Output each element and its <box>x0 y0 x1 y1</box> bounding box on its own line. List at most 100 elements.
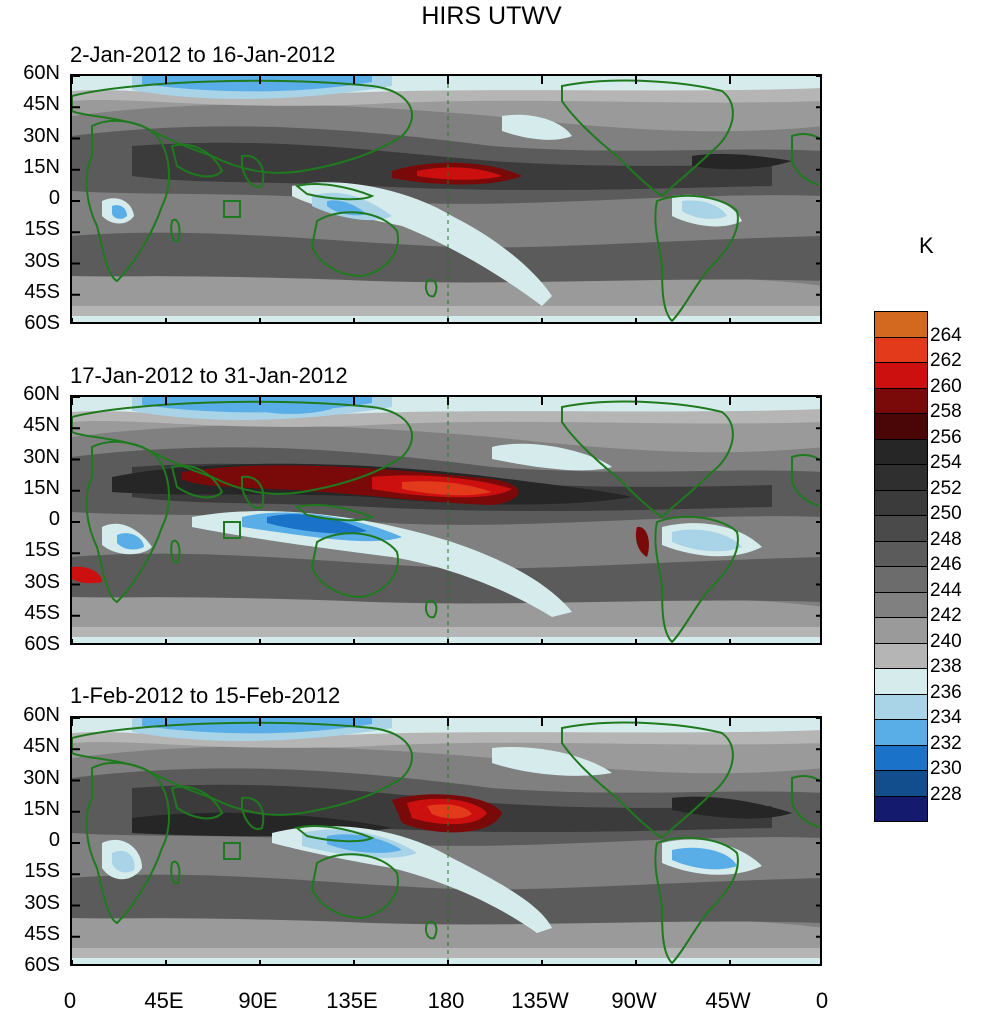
colorbar-label: 254 <box>930 452 962 473</box>
coastline <box>170 539 181 564</box>
lat-label: 45S <box>24 280 60 303</box>
colorbar-swatch <box>874 744 928 771</box>
contour-region <box>417 167 502 180</box>
contour-region <box>142 718 372 734</box>
coastline <box>170 143 224 178</box>
lat-label: 0 <box>48 508 60 530</box>
coastline <box>424 599 438 619</box>
coastline <box>170 785 224 820</box>
colorbar-label: 240 <box>930 630 962 652</box>
coastline <box>654 194 739 322</box>
colorbar-swatch <box>874 464 928 491</box>
contour-region <box>682 200 727 219</box>
colorbar-swatch <box>874 311 928 338</box>
coastline <box>170 860 181 885</box>
colorbar-label: 234 <box>930 707 962 728</box>
coastline <box>791 454 820 508</box>
panel-3-title: 1-Feb-2012 to 15-Feb-2012 <box>70 683 341 708</box>
lon-label: 90E <box>238 988 278 1013</box>
colorbar-swatch <box>874 770 928 797</box>
coastline <box>561 400 734 519</box>
panel-2-title: 17-Jan-2012 to 31-Jan-2012 <box>70 363 348 388</box>
colorbar-swatch <box>874 617 928 644</box>
lon-label: 135E <box>326 988 378 1013</box>
coastline <box>223 200 241 218</box>
coastline <box>72 79 413 174</box>
contour-region <box>327 834 402 853</box>
coastline <box>241 796 265 830</box>
coastline <box>654 836 739 964</box>
lat-label: 30S <box>24 249 60 272</box>
colorbar-swatch <box>874 642 928 669</box>
lat-label: 30S <box>24 570 60 593</box>
coastline <box>85 440 170 604</box>
colorbar-label: 256 <box>930 426 962 448</box>
colorbar-unit: K <box>919 233 934 258</box>
contour-region <box>492 747 612 776</box>
coastline <box>294 825 375 843</box>
coastline <box>424 278 438 298</box>
colorbar-label: 244 <box>930 579 962 601</box>
colorbar-label: 230 <box>930 758 962 779</box>
coastline <box>310 211 399 278</box>
contour-region <box>112 205 127 219</box>
contour-region <box>635 526 649 557</box>
colorbar-label: 228 <box>930 783 962 805</box>
contour-region <box>402 481 492 496</box>
lat-label: 30N <box>23 124 60 147</box>
colorbar-swatch <box>874 540 928 567</box>
lat-label: 15N <box>23 797 60 820</box>
colorbar-swatch <box>874 795 928 822</box>
contour-region <box>267 514 367 534</box>
lat-label: 60N <box>23 62 60 84</box>
contour-region <box>72 553 820 604</box>
lon-label: 0 <box>63 988 77 1013</box>
figure-title: HIRS UTWV <box>421 2 562 30</box>
lon-label: 180 <box>427 988 465 1013</box>
lat-label: 60S <box>24 312 60 334</box>
coastline <box>561 79 734 198</box>
colorbar-swatch <box>874 591 928 618</box>
colorbar-swatch <box>874 668 928 695</box>
contour-region <box>117 533 144 550</box>
colorbar-swatch <box>874 336 928 363</box>
coastline <box>85 119 170 283</box>
coastline <box>170 464 224 499</box>
contour-region <box>72 874 820 925</box>
lat-label: 60S <box>24 633 60 655</box>
colorbar-label: 236 <box>930 681 962 703</box>
colorbar-swatch <box>874 489 928 516</box>
colorbar-swatch <box>874 362 928 389</box>
lat-label: 15S <box>24 539 60 562</box>
lon-label: 45W <box>705 988 751 1013</box>
lat-label: 60N <box>23 383 60 405</box>
coastline <box>72 400 413 495</box>
lon-label: 45E <box>144 988 184 1013</box>
colorbar-label: 252 <box>930 477 962 499</box>
lat-label: 30N <box>23 445 60 468</box>
coastline <box>294 183 375 201</box>
colorbar-label: 260 <box>930 375 962 397</box>
colorbar-label: 242 <box>930 605 962 626</box>
coastline <box>654 515 739 643</box>
colorbar-swatch <box>874 413 928 440</box>
panel-1-title: 2-Jan-2012 to 16-Jan-2012 <box>70 42 336 67</box>
colorbar-label: 262 <box>930 350 962 371</box>
lat-label: 15N <box>23 476 60 499</box>
colorbar-swatch <box>874 566 928 593</box>
colorbar-swatch <box>874 693 928 720</box>
contour-region <box>72 566 102 584</box>
lon-label: 135W <box>511 988 569 1013</box>
contour-region <box>692 153 792 170</box>
lat-label: 15S <box>24 860 60 883</box>
coastline <box>424 920 438 940</box>
lat-label: 45N <box>23 93 60 116</box>
lon-label: 90W <box>611 988 657 1013</box>
lat-label: 45N <box>23 735 60 758</box>
lat-label: 60N <box>23 704 60 726</box>
panel-2-map <box>70 395 822 645</box>
colorbar-swatch <box>874 719 928 746</box>
contour-region <box>112 850 135 873</box>
lat-label: 15S <box>24 218 60 241</box>
colorbar-swatch <box>874 387 928 414</box>
